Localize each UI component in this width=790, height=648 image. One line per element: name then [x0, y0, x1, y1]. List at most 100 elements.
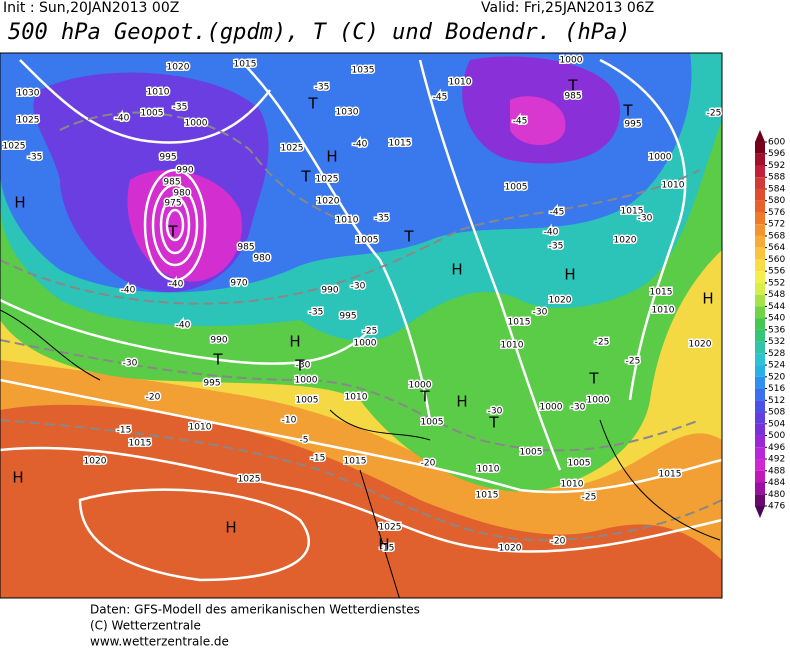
map-label: -30: [533, 308, 548, 318]
colorbar-label: 596: [768, 149, 785, 159]
map-label: 1010: [345, 393, 368, 403]
colorbar-label: 480: [768, 490, 785, 500]
map-label: 990: [321, 286, 338, 296]
colorbar-label: 492: [768, 455, 785, 465]
map-label: 1020: [317, 197, 340, 207]
map-label: 1010: [662, 181, 685, 191]
colorbar-label: 488: [768, 466, 785, 476]
colorbar-label: 572: [768, 220, 785, 230]
field-magenta: [127, 170, 242, 282]
pressure-center: T: [212, 351, 223, 369]
map-label: 995: [159, 153, 176, 163]
map-label: 990: [210, 336, 227, 346]
colorbar-box: [755, 412, 765, 424]
map-label: 1010: [561, 480, 584, 490]
colorbar-box: [755, 212, 765, 225]
map-label: 1030: [336, 108, 359, 118]
colorbar-box: [755, 318, 765, 330]
map-label: -15: [311, 454, 326, 464]
colorbar-box: [755, 423, 765, 436]
map-label: 1015: [344, 457, 367, 467]
map-label: 975: [164, 199, 181, 209]
map-label: 1025: [316, 175, 339, 185]
colorbar-box: [755, 235, 765, 248]
colorbar-box: [755, 447, 765, 460]
map-label: -30: [296, 361, 311, 371]
footer-source: Daten: GFS-Modell des amerikanischen Wet…: [90, 603, 420, 617]
map-label: 1010: [477, 465, 500, 475]
map-label: 1005: [520, 448, 543, 458]
colorbar-label: 512: [768, 396, 785, 406]
map-label: 1010: [147, 88, 170, 98]
colorbar-box: [755, 271, 765, 283]
map-label: 1010: [501, 341, 524, 351]
colorbar-box: [755, 365, 765, 377]
pressure-center: H: [378, 536, 389, 554]
colorbar-label: 484: [768, 478, 785, 488]
colorbar-box: [755, 306, 765, 319]
pressure-center: H: [564, 266, 575, 284]
colorbar-box: [755, 259, 765, 272]
pressure-center: T: [622, 102, 633, 120]
map-label: 1005: [421, 418, 444, 428]
map-label: 1005: [296, 396, 319, 406]
map-label: 1015: [389, 139, 412, 149]
map-label: 1000: [649, 153, 672, 163]
colorbar-box: [755, 459, 765, 471]
map-label: 1005: [568, 459, 591, 469]
colorbar-label: 548: [768, 290, 785, 300]
map-label: 1015: [476, 491, 499, 501]
map-label: -30: [488, 407, 503, 417]
map-label: 985: [564, 92, 581, 102]
map-label: 1025: [3, 142, 26, 152]
map-label: -20: [146, 393, 161, 403]
colorbar-label: 520: [768, 372, 785, 382]
map-label: -40: [169, 280, 184, 290]
coastlines: [0, 309, 721, 598]
footer-url: www.wetterzentrale.de: [90, 635, 229, 648]
map-label: 995: [203, 379, 220, 389]
map-label: 1010: [189, 423, 212, 433]
colorbar-box: [755, 400, 765, 413]
colorbar-label: 536: [768, 325, 785, 335]
map-label: 1000: [587, 396, 610, 406]
colorbar-label: 564: [768, 243, 785, 253]
isotherms: [0, 111, 722, 542]
colorbar-label: 560: [768, 255, 785, 265]
map-label: -15: [117, 426, 132, 436]
map-label: -45: [550, 208, 565, 218]
footer-copyright: (C) Wetterzentrale: [90, 619, 201, 633]
colorbar-box: [755, 282, 765, 295]
map-fields: [0, 53, 722, 598]
map-label: 1020: [549, 296, 572, 306]
colorbar-label: 584: [768, 184, 785, 194]
map-label: -20: [551, 537, 566, 547]
map-label: -20: [421, 459, 436, 469]
colorbar-box: [755, 224, 765, 236]
colorbar-label: 504: [768, 419, 785, 429]
colorbar-label: 516: [768, 384, 785, 394]
colorbar-box: [755, 376, 765, 389]
map-label: -25: [707, 109, 722, 119]
map-label: 1000: [354, 339, 377, 349]
map-label: 1020: [167, 63, 190, 73]
map-label: 1035: [352, 66, 375, 76]
colorbar-box: [755, 142, 765, 154]
colorbar-box: [755, 188, 765, 201]
pressure-center: H: [456, 393, 467, 411]
map-label: 1010: [336, 216, 359, 226]
map-label: 995: [624, 120, 641, 130]
pressure-center: H: [225, 519, 236, 537]
colorbar-box: [755, 177, 765, 189]
map-label: 1025: [281, 144, 304, 154]
map-label: -30: [638, 214, 653, 224]
map-label: -35: [28, 153, 43, 163]
map-label: 1000: [560, 56, 583, 66]
map-label: 1025: [238, 475, 261, 485]
pressure-center: H: [326, 148, 337, 166]
pressure-center: T: [167, 223, 178, 241]
map-label: 1015: [234, 60, 257, 70]
map-label: -35: [375, 214, 390, 224]
